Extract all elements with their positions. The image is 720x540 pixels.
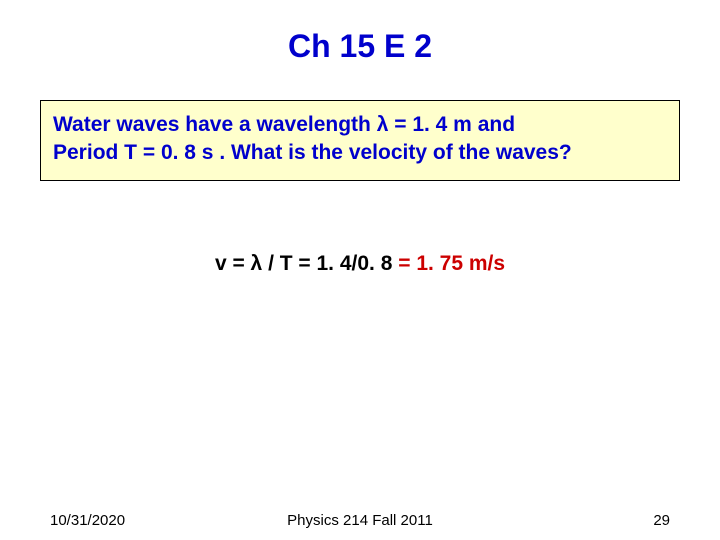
slide: Ch 15 E 2 Water waves have a wavelength … (0, 0, 720, 540)
footer-page: 29 (653, 512, 670, 529)
answer-line: v = λ / T = 1. 4/0. 8 = 1. 75 m/s (0, 252, 720, 276)
answer-rhs: = 1. 75 m/s (398, 252, 505, 275)
answer-lhs: v = λ / T = 1. 4/0. 8 (215, 252, 398, 275)
question-line1-b: = 1. 4 m and (388, 113, 515, 136)
slide-title: Ch 15 E 2 (0, 28, 720, 65)
question-line2: Period T = 0. 8 s . What is the velocity… (53, 141, 572, 164)
question-line1-a: Water waves have a wavelength (53, 113, 377, 136)
lambda-symbol: λ (377, 113, 389, 136)
question-box: Water waves have a wavelength λ = 1. 4 m… (40, 100, 680, 181)
footer-course: Physics 214 Fall 2011 (0, 512, 720, 529)
